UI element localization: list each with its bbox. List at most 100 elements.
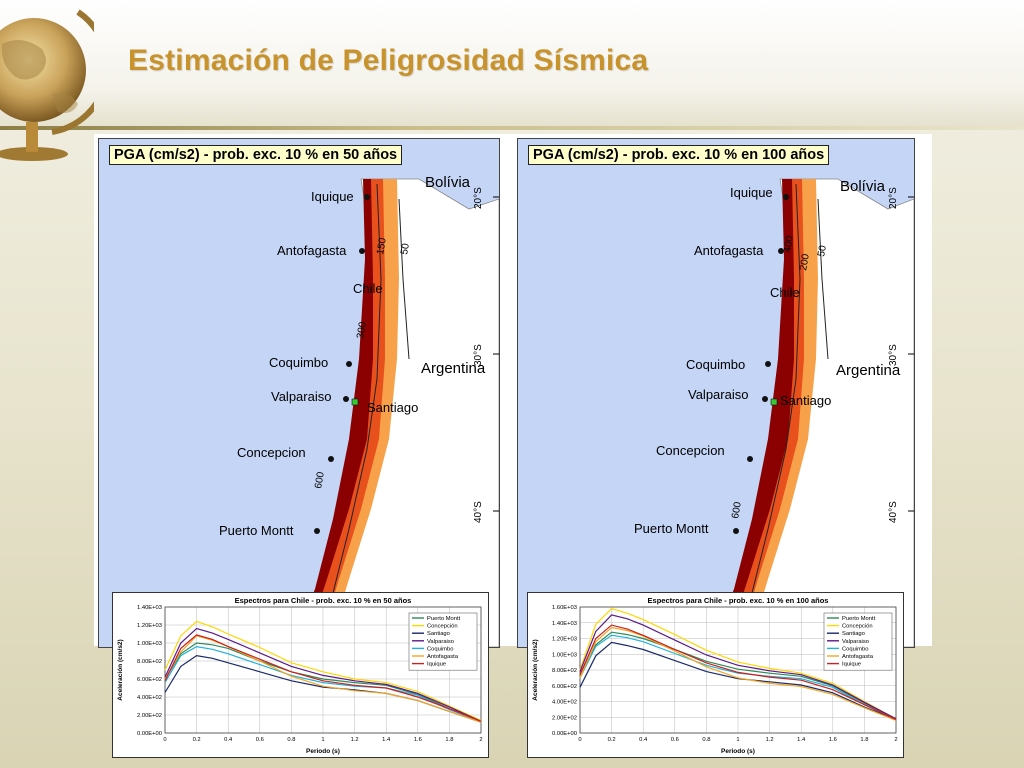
header-divider (0, 126, 1024, 130)
series-line (164, 634, 482, 722)
x-tick-label: 1.8 (860, 737, 868, 743)
series-line (164, 627, 482, 722)
x-axis-label: Periodo (s) (306, 748, 340, 755)
x-tick-label: 0.2 (608, 737, 616, 743)
series-line (579, 634, 897, 721)
chart-title: Espectros para Chile - prob. exc. 10 % e… (235, 596, 412, 605)
series-line (579, 614, 897, 720)
contour-line (328, 183, 382, 610)
contour-label: 600 (313, 471, 327, 490)
series-line (164, 620, 482, 721)
map-title: PGA (cm/s2) - prob. exc. 10 % en 50 años (109, 145, 403, 165)
city-dot (328, 456, 334, 462)
x-tick-label: 0.2 (193, 737, 201, 743)
series-line (579, 607, 897, 720)
lat-label: 20°S (473, 187, 484, 209)
contour-label: 600 (730, 501, 744, 520)
map-title: PGA (cm/s2) - prob. exc. 10 % en 100 año… (528, 145, 830, 165)
x-tick-label: 1.4 (382, 737, 391, 743)
city-label-santiago: Santiago (780, 393, 831, 408)
legend-label: Santiago (427, 631, 450, 637)
y-tick-label: 0.00E+00 (137, 731, 162, 737)
x-tick-label: 0.8 (287, 737, 295, 743)
x-tick-label: 1 (736, 737, 739, 743)
contour-line (398, 198, 410, 360)
x-tick-label: 0 (163, 737, 166, 743)
spectra-chart-100: Espectros para Chile - prob. exc. 10 % e… (527, 592, 904, 758)
y-tick-label: 1.00E+03 (137, 641, 162, 647)
city-dot (765, 361, 771, 367)
city-label-concepcion: Concepcion (656, 443, 725, 458)
city-dot (343, 396, 349, 402)
x-tick-label: 1 (321, 737, 324, 743)
city-dot (762, 396, 768, 402)
x-tick-label: 1.4 (797, 737, 806, 743)
x-tick-label: 1.6 (829, 737, 837, 743)
contour-line (747, 183, 801, 610)
series-line (164, 645, 482, 722)
legend-box (408, 612, 478, 671)
city-label-coquimbo: Coquimbo (269, 355, 328, 370)
contour-label: 200 (798, 253, 812, 272)
hazard-zone-high (297, 179, 373, 634)
legend-label: Antofagasta (427, 654, 459, 660)
legend-label: Valparaiso (427, 639, 454, 645)
legend-label: Coquimbo (842, 646, 868, 652)
legend-label: Iquique (427, 662, 446, 668)
city-dot (359, 248, 365, 254)
country-label-argentina: Argentina (836, 362, 901, 379)
country-label-chile: Chile (770, 285, 800, 300)
country-label-bolivia: Bolívia (425, 174, 471, 191)
contour-label: 400 (782, 235, 796, 254)
chart-canvas: Espectros para Chile - prob. exc. 10 % e… (117, 596, 483, 755)
country-label-argentina: Argentina (421, 360, 486, 377)
spectra-chart-50: Espectros para Chile - prob. exc. 10 % e… (112, 592, 489, 758)
x-tick-label: 2 (479, 737, 482, 743)
series-line (579, 641, 897, 721)
x-tick-label: 0.6 (256, 737, 264, 743)
legend-label: Concepción (427, 624, 458, 630)
x-tick-label: 2 (894, 737, 897, 743)
city-dot (733, 528, 739, 534)
chart-canvas: Espectros para Chile - prob. exc. 10 % e… (532, 596, 898, 755)
lat-label: 40°S (888, 501, 899, 523)
lat-label: 40°S (473, 501, 484, 523)
legend-label: Valparaiso (842, 639, 869, 645)
contour-label: 300 (355, 321, 369, 340)
capital-marker (770, 398, 778, 406)
y-tick-label: 6.00E+02 (552, 684, 577, 690)
x-tick-label: 0.4 (224, 737, 233, 743)
city-label-antofagasta: Antofagasta (694, 243, 764, 258)
series-line (579, 624, 897, 721)
x-tick-label: 1.2 (351, 737, 359, 743)
contour-label: 50 (399, 242, 412, 255)
legend-label: Coquimbo (427, 646, 453, 652)
chart-title: Espectros para Chile - prob. exc. 10 % e… (648, 596, 829, 605)
contour-label: 150 (375, 237, 389, 256)
y-tick-label: 1.40E+03 (552, 621, 577, 627)
y-axis-label: Aceleración (cm/s2) (117, 639, 124, 700)
globe-icon (0, 9, 94, 161)
city-dot (747, 456, 753, 462)
capital-marker (351, 398, 359, 406)
y-tick-label: 1.60E+03 (552, 605, 577, 611)
y-tick-label: 6.00E+02 (137, 677, 162, 683)
legend-label: Puerto Montt (842, 616, 876, 622)
legend-label: Santiago (842, 631, 865, 637)
series-line (164, 635, 482, 723)
x-tick-label: 1.6 (414, 737, 422, 743)
header-band (0, 0, 1024, 128)
series-line (579, 626, 897, 721)
y-tick-label: 1.20E+03 (137, 623, 162, 629)
city-label-valparaiso: Valparaiso (271, 389, 331, 404)
y-tick-label: 0.00E+00 (552, 731, 577, 737)
lat-label: 30°S (473, 344, 484, 366)
city-dot (314, 528, 320, 534)
x-axis-label: Periodo (s) (721, 748, 755, 755)
city-dot (346, 361, 352, 367)
city-label-coquimbo: Coquimbo (686, 357, 745, 372)
city-dot (778, 248, 784, 254)
hazard-zone-high (716, 179, 794, 634)
x-tick-label: 0.6 (671, 737, 679, 743)
city-dot (364, 194, 370, 200)
